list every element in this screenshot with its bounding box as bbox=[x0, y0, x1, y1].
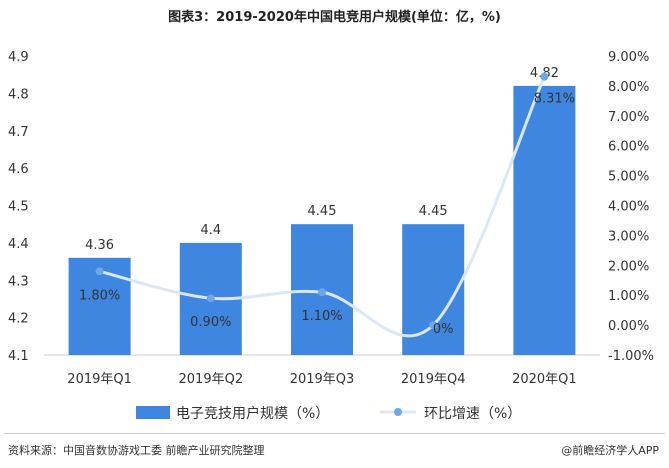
bar-data-label: 4.36 bbox=[85, 238, 114, 253]
bar-data-label: 4.45 bbox=[308, 204, 337, 219]
bar bbox=[402, 224, 465, 355]
x-tick-label: 2019年Q4 bbox=[401, 372, 466, 387]
y-right-axis: -1.00% 0.00% 1.00% 2.00% 3.00% 4.00% 5.00% 6.00… bbox=[608, 50, 654, 364]
bar-data-label: 4.4 bbox=[200, 223, 221, 238]
line-data-label: 1.10% bbox=[301, 309, 342, 324]
y-right-tick-label: 7.00% bbox=[608, 110, 649, 125]
y-left-tick-label: 4.8 bbox=[8, 87, 29, 102]
chart-title: 图表3：2019-2020年中国电竞用户规模(单位：亿，%) bbox=[168, 10, 501, 25]
footer-divider bbox=[4, 433, 665, 434]
line-series: 1.80% 0.90% 1.10% 0% 8.31% bbox=[79, 72, 575, 338]
line-point bbox=[206, 294, 215, 303]
y-left-tick-label: 4.3 bbox=[8, 274, 29, 289]
bar bbox=[513, 85, 576, 356]
y-right-tick-label: 4.00% bbox=[608, 200, 649, 215]
y-left-tick-label: 4.1 bbox=[8, 349, 29, 364]
line-path bbox=[99, 76, 546, 338]
x-tick-label: 2019年Q3 bbox=[290, 372, 355, 387]
line-data-label: 8.31% bbox=[534, 92, 575, 107]
line-point bbox=[429, 321, 438, 330]
legend: 电子竞技用户规模（%） 环比增速（%） bbox=[136, 405, 521, 422]
line-data-label: 0.90% bbox=[190, 315, 231, 330]
line-point bbox=[318, 288, 326, 297]
line-point bbox=[95, 267, 104, 276]
y-left-axis: 4.1 4.2 4.3 4.4 4.5 4.6 4.7 4.8 4.9 bbox=[8, 50, 29, 364]
y-right-tick-label: 2.00% bbox=[608, 259, 649, 274]
legend-line-marker bbox=[394, 408, 402, 416]
line-data-label: 0% bbox=[433, 322, 454, 337]
y-right-tick-label: -1.00% bbox=[608, 349, 654, 364]
y-right-tick-label: 3.00% bbox=[608, 229, 649, 244]
line-point bbox=[540, 72, 549, 81]
line-data-label: 1.80% bbox=[79, 288, 120, 303]
x-tick-label: 2020年Q1 bbox=[512, 372, 577, 387]
y-right-tick-label: 1.00% bbox=[608, 289, 649, 304]
y-left-tick-label: 4.7 bbox=[8, 125, 29, 140]
y-right-tick-label: 0.00% bbox=[608, 319, 649, 334]
y-right-tick-label: 9.00% bbox=[608, 50, 649, 65]
bar-data-label: 4.45 bbox=[419, 204, 448, 219]
legend-line-label: 环比增速（%） bbox=[424, 406, 521, 422]
source-note: 资料来源：中国音数协游戏工委 前瞻产业研究院整理 bbox=[8, 444, 265, 457]
x-tick-label: 2019年Q2 bbox=[179, 372, 244, 387]
y-left-tick-label: 4.5 bbox=[8, 200, 29, 215]
x-tick-label: 2019年Q1 bbox=[67, 372, 132, 387]
y-right-tick-label: 6.00% bbox=[608, 140, 649, 155]
legend-bar-label: 电子竞技用户规模（%） bbox=[176, 405, 329, 422]
legend-bar-swatch bbox=[136, 406, 170, 419]
y-right-tick-label: 5.00% bbox=[608, 170, 649, 185]
x-axis: 2019年Q1 2019年Q2 2019年Q3 2019年Q4 2020年Q1 bbox=[67, 372, 576, 387]
y-left-tick-label: 4.6 bbox=[8, 162, 29, 177]
y-left-tick-label: 4.9 bbox=[8, 50, 29, 65]
y-right-tick-label: 8.00% bbox=[608, 80, 649, 95]
brand-label: @前瞻经济学人APP bbox=[561, 444, 659, 457]
y-left-tick-label: 4.4 bbox=[8, 237, 29, 252]
y-left-tick-label: 4.2 bbox=[8, 312, 29, 327]
